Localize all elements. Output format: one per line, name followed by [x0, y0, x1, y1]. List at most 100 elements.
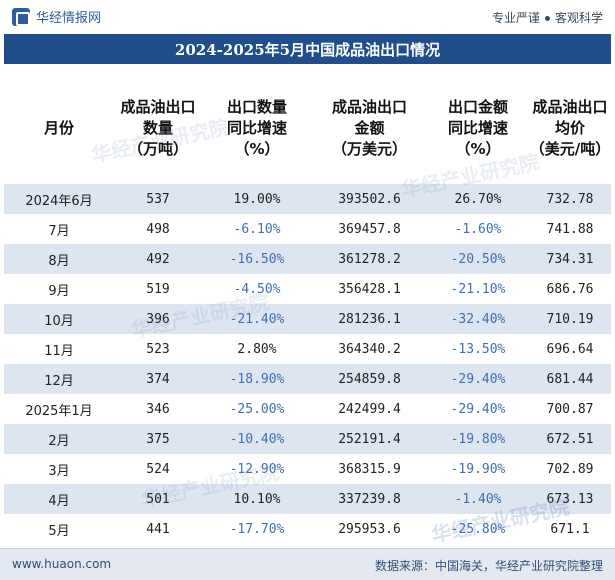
column-header: 月份	[43, 118, 74, 137]
column-header: 成品油出口 金额 （万美元）	[331, 97, 407, 158]
table-cell: 2月	[48, 433, 70, 449]
table-cell: 732.78	[546, 191, 594, 207]
table-row: 2024年6月 537 19.00% 393502.6 26.70% 732.78	[4, 184, 611, 214]
table-row: 8月 492 -16.50% 361278.2 -20.50% 734.31	[4, 244, 611, 274]
table-cell: -17.70%	[229, 521, 285, 537]
table-cell: 519	[146, 281, 170, 297]
table-cell: 26.70%	[454, 191, 502, 207]
table-cell: 361278.2	[338, 251, 401, 267]
table-cell: 9月	[48, 283, 70, 299]
table-cell: 498	[146, 221, 170, 237]
column-header: 出口金额 同比增速 （%）	[447, 97, 508, 158]
bullet-dot-icon	[544, 16, 550, 21]
tagline: 专业严谨 客观科学	[492, 9, 603, 26]
table-cell: -19.80%	[450, 431, 506, 447]
table-header: 月份 成品油出口 数量 （万吨） 出口数量 同比增速 （%） 成品油出口 金额 （万美…	[4, 72, 611, 184]
title-bar: 2024-2025年5月中国成品油出口情况	[4, 34, 611, 64]
table-cell: 741.88	[546, 221, 594, 237]
table-cell: -20.50%	[450, 251, 506, 267]
table-cell: -18.90%	[229, 371, 285, 387]
table-cell: -21.40%	[229, 311, 285, 327]
table-cell: 368315.9	[338, 461, 401, 477]
footer: www.huaon.com 数据来源：中国海关，华经产业研究院整理	[0, 548, 615, 580]
brand: 华经情报网	[12, 7, 101, 26]
table-row: 2025年1月 346 -25.00% 242499.4 -29.40% 700.87	[4, 394, 611, 424]
table-cell: 10.10%	[233, 491, 281, 507]
table-row: 7月 498 -6.10% 369457.8 -1.60% 741.88	[4, 214, 611, 244]
tagline-right: 客观科学	[554, 11, 603, 25]
table-cell: 374	[146, 371, 170, 387]
table-cell: -6.10%	[233, 221, 281, 237]
table-title: 2024-2025年5月中国成品油出口情况	[174, 40, 441, 59]
table-cell: 295953.6	[338, 521, 401, 537]
table-cell: 346	[146, 401, 170, 417]
column-header: 出口数量 同比增速 （%）	[226, 97, 287, 158]
table-row: 10月 396 -21.40% 281236.1 -32.40% 710.19	[4, 304, 611, 334]
column-header: 成品油出口 均价 （美元/吨）	[529, 97, 611, 158]
table-cell: 3月	[48, 463, 70, 479]
table-cell: 10月	[44, 313, 74, 329]
table-cell: -10.40%	[229, 431, 285, 447]
table-cell: 369457.8	[338, 221, 401, 237]
table-cell: 696.64	[546, 341, 594, 357]
table-cell: -29.40%	[450, 401, 506, 417]
table-cell: 441	[146, 521, 170, 537]
table-cell: 4月	[48, 493, 70, 509]
table-cell: 524	[146, 461, 170, 477]
data-source: 数据来源：中国海关，华经产业研究院整理	[374, 559, 603, 573]
table-row: 4月 501 10.10% 337239.8 -1.40% 673.13	[4, 484, 611, 514]
table-cell: 375	[146, 431, 170, 447]
table-cell: 254859.8	[338, 371, 401, 387]
table-cell: 364340.2	[338, 341, 401, 357]
site-url: www.huaon.com	[12, 557, 112, 571]
table-cell: 11月	[44, 343, 74, 359]
table-cell: 12月	[44, 373, 74, 389]
table-cell: 702.89	[546, 461, 594, 477]
table-cell: -19.90%	[450, 461, 506, 477]
table-cell: 281236.1	[338, 311, 401, 327]
table-cell: 252191.4	[338, 431, 401, 447]
table-cell: -25.80%	[450, 521, 506, 537]
table-row: 9月 519 -4.50% 356428.1 -21.10% 686.76	[4, 274, 611, 304]
table-cell: 710.19	[546, 311, 594, 327]
table-cell: 337239.8	[338, 491, 401, 507]
table-cell: -32.40%	[450, 311, 506, 327]
brand-logo-icon	[12, 7, 30, 26]
table-cell: 681.44	[546, 371, 594, 387]
table-cell: -16.50%	[229, 251, 285, 267]
table-cell: 672.51	[546, 431, 594, 447]
table-cell: 492	[146, 251, 170, 267]
column-header: 成品油出口 数量 （万吨）	[120, 97, 196, 158]
top-bar: 华经情报网 专业严谨 客观科学	[0, 0, 615, 34]
table-cell: 537	[146, 191, 170, 207]
table-cell: -29.40%	[450, 371, 506, 387]
table-cell: 673.13	[546, 491, 594, 507]
table-row: 2月 375 -10.40% 252191.4 -19.80% 672.51	[4, 424, 611, 454]
table-cell: 2025年1月	[25, 403, 93, 419]
table-body: 2024年6月 537 19.00% 393502.6 26.70% 732.78 7月 49…	[4, 184, 611, 544]
table-cell: 393502.6	[338, 191, 401, 207]
table-row: 11月 523 2.80% 364340.2 -13.50% 696.64	[4, 334, 611, 364]
table-cell: 5月	[48, 523, 70, 539]
data-table: 月份 成品油出口 数量 （万吨） 出口数量 同比增速 （%） 成品油出口 金额 （万美…	[4, 72, 611, 544]
table-cell: -25.00%	[229, 401, 285, 417]
table-cell: -12.90%	[229, 461, 285, 477]
table-cell: 686.76	[546, 281, 594, 297]
table-cell: -1.60%	[454, 221, 502, 237]
table-cell: 242499.4	[338, 401, 401, 417]
brand-name: 华经情报网	[36, 11, 102, 26]
table-row: 12月 374 -18.90% 254859.8 -29.40% 681.44	[4, 364, 611, 394]
tagline-left: 专业严谨	[491, 11, 540, 25]
table-cell: 671.1	[550, 521, 590, 537]
table-cell: 2.80%	[237, 341, 277, 357]
table-cell: -4.50%	[233, 281, 281, 297]
table-cell: 734.31	[546, 251, 594, 267]
table-cell: 501	[146, 491, 170, 507]
table-cell: -21.10%	[450, 281, 506, 297]
table-cell: -1.40%	[454, 491, 502, 507]
table-cell: -13.50%	[450, 341, 506, 357]
table-row: 3月 524 -12.90% 368315.9 -19.90% 702.89	[4, 454, 611, 484]
table-cell: 7月	[48, 223, 70, 239]
table-cell: 523	[146, 341, 170, 357]
table-row: 5月 441 -17.70% 295953.6 -25.80% 671.1	[4, 514, 611, 544]
